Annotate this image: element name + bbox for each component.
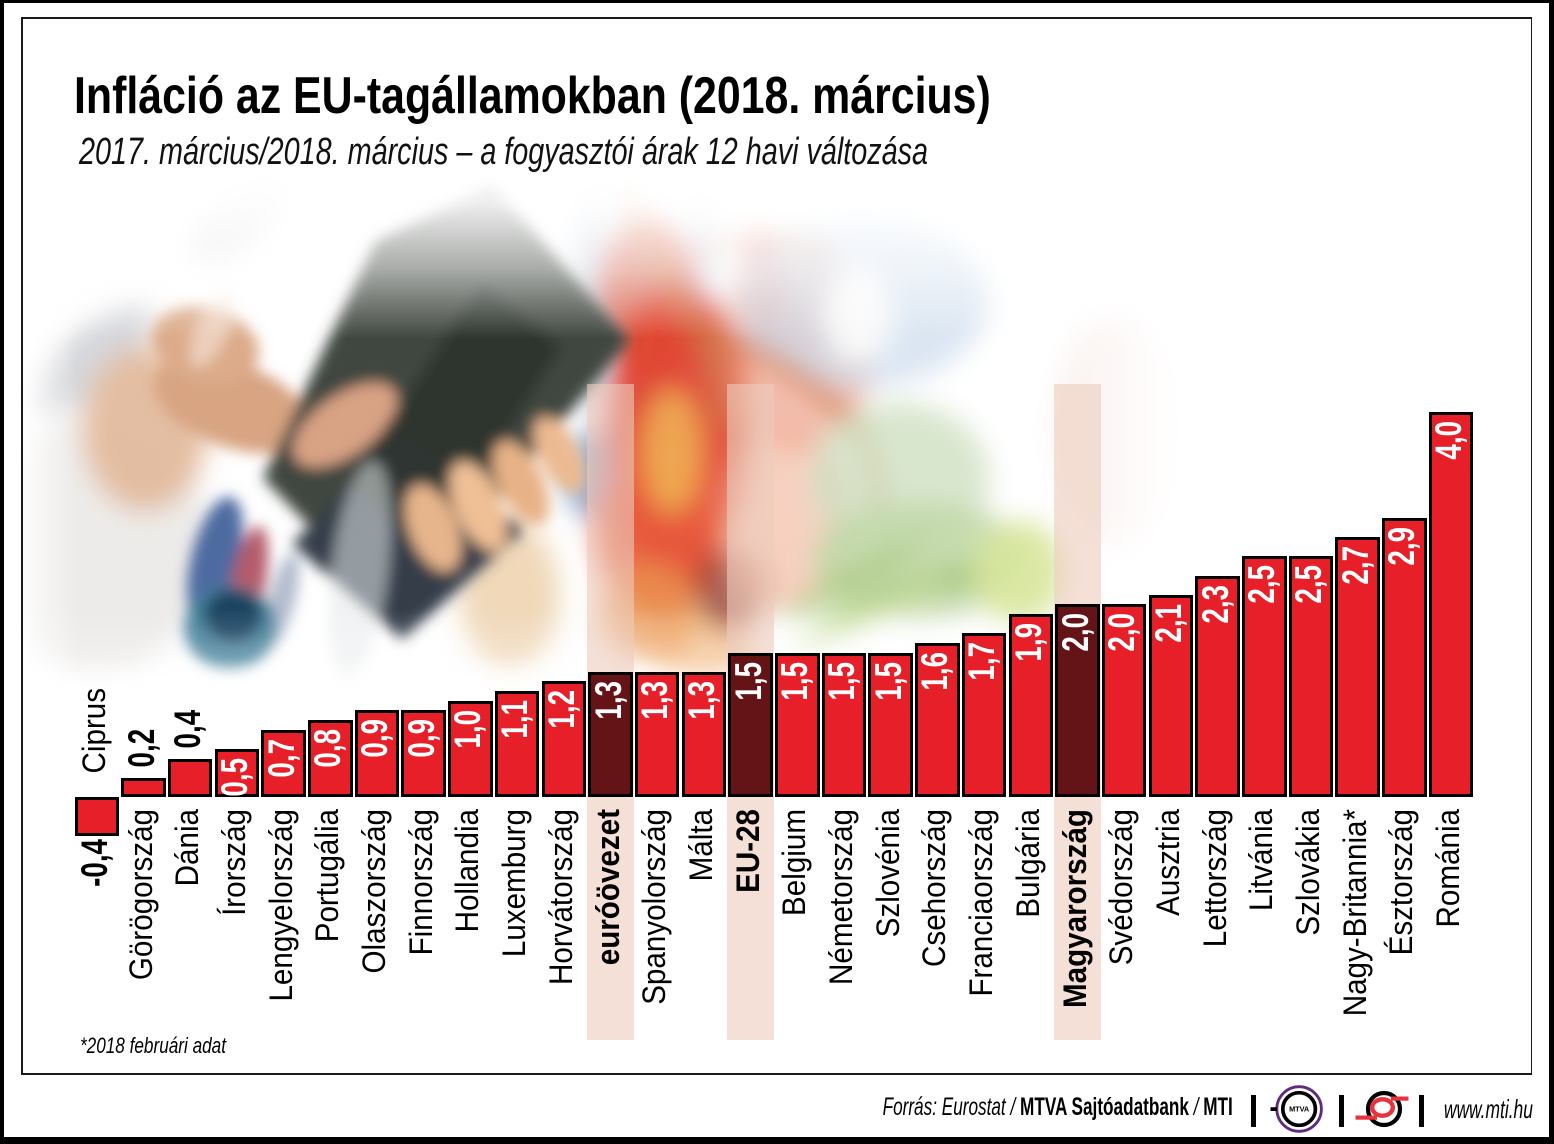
svg-text:MTVA: MTVA (1289, 1105, 1310, 1114)
